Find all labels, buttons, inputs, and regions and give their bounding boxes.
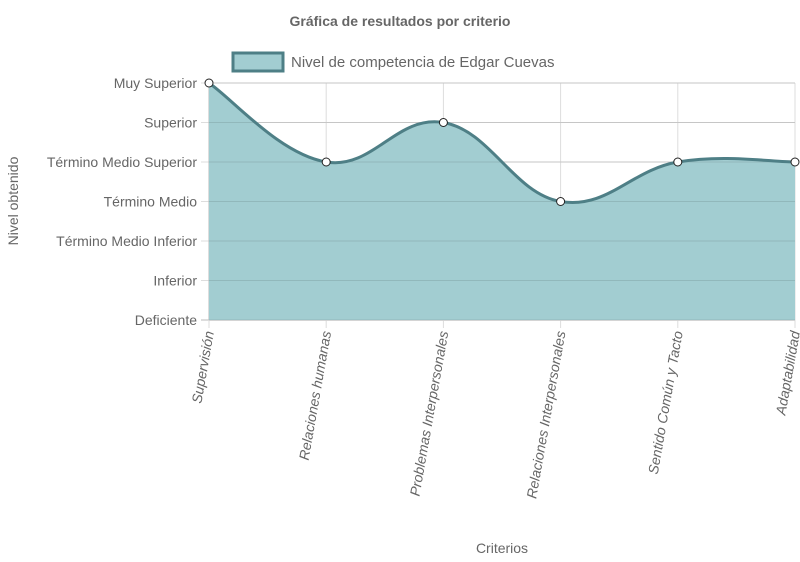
y-axis-ticks: Deficiente Inferior Término Medio Inferior… <box>47 75 198 328</box>
y-tick-label: Deficiente <box>135 312 197 328</box>
x-tick-label: Problemas Interpersonales <box>407 330 452 498</box>
legend-swatch[interactable] <box>231 51 285 73</box>
y-tick-label: Término Medio Superior <box>47 154 198 170</box>
data-point[interactable] <box>438 118 448 127</box>
legend-label[interactable]: Nivel de competencia de Edgar Cuevas <box>291 54 554 71</box>
y-tick-label: Inferior <box>153 273 197 289</box>
x-axis-ticks: Supervisión Relaciones humanas Problemas I… <box>188 329 800 500</box>
y-tick-label: Término Medio Inferior <box>56 233 197 249</box>
data-point[interactable] <box>204 78 214 88</box>
data-point[interactable] <box>321 157 331 167</box>
legend[interactable]: Nivel de competencia de Edgar Cuevas <box>231 51 554 73</box>
data-point[interactable] <box>790 157 800 167</box>
x-tick-label: Adaptabilidad <box>772 329 800 418</box>
x-axis-label: Criterios <box>476 540 528 556</box>
y-tick-label: Superior <box>144 115 197 131</box>
y-axis-label: Nivel obtenido <box>5 156 21 245</box>
x-tick-label: Relaciones Interpersonales <box>523 330 568 500</box>
y-tick-label: Muy Superior <box>114 75 198 91</box>
series-area <box>209 83 795 320</box>
data-points <box>204 78 800 206</box>
data-point[interactable] <box>673 157 683 167</box>
chart-title: Gráfica de resultados por criterio <box>290 13 511 29</box>
plot-area <box>208 81 796 321</box>
x-tick-label: Sentido Común y Tacto <box>645 330 686 476</box>
x-tick-label: Relaciones humanas <box>296 330 334 462</box>
data-point[interactable] <box>556 197 566 206</box>
y-tick-label: Término Medio <box>104 194 198 210</box>
x-tick-label: Supervisión <box>188 330 216 405</box>
